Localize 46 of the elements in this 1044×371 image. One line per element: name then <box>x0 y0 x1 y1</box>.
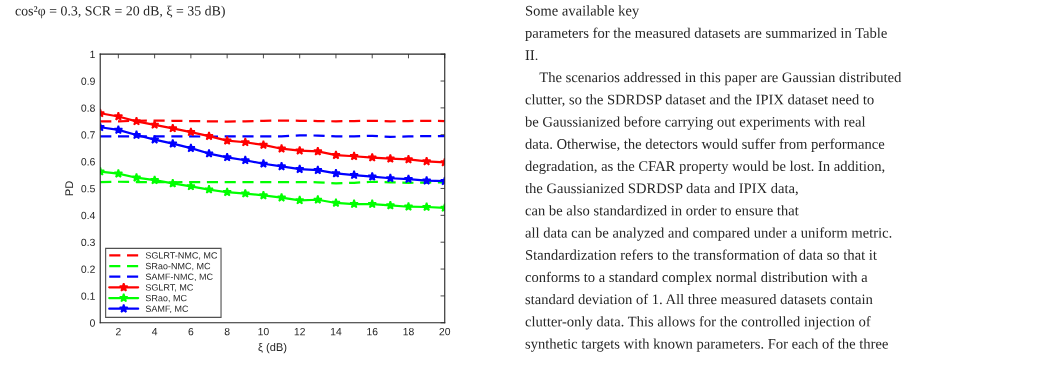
y-tick-label: 0.5 <box>81 184 95 193</box>
text: standard deviation of 1. All three measured datasets contain <box>525 293 873 305</box>
text: the Gaussianized SDRDSP data and IPIX data, <box>525 182 798 196</box>
x-tick-label: 12 <box>294 327 305 336</box>
x-tick-label: 14 <box>330 328 342 336</box>
text: parameters for the measured datasets are summarized in Table <box>525 27 887 41</box>
text: can be also standardized in order to ensure that <box>525 205 799 216</box>
legend-label: SAMF-NMC, MC <box>145 273 213 282</box>
text: data. Otherwise, the detectors would suffer from performance <box>525 138 885 152</box>
y-tick-label: 0.8 <box>81 104 95 112</box>
x-tick-label: 2 <box>115 327 121 336</box>
text: clutter, so the SDRDSP dataset and the IPIX dataset need to <box>525 94 874 107</box>
x-tick-label: 10 <box>258 327 269 336</box>
legend-label: SRao-NMC, MC <box>145 262 211 271</box>
legend-label: SGLRT, MC <box>145 284 194 292</box>
y-tick-label: 0.6 <box>81 158 95 166</box>
text: Standardization refers to the transformation of data so that it <box>525 249 877 260</box>
x-tick-label: 4 <box>151 328 158 336</box>
y-tick-label: 0.3 <box>81 238 95 247</box>
x-tick-label: 16 <box>367 327 378 336</box>
x-tick-label: 20 <box>439 327 451 336</box>
text: conforms to a standard complex normal distribution with a <box>525 271 868 286</box>
x-tick-label: 18 <box>403 327 414 336</box>
legend-label: SAMF, MC <box>145 305 189 314</box>
x-tick-label: 6 <box>188 327 194 336</box>
text: Some available key <box>525 5 640 19</box>
text: degradation, as the CFAR property would be lost. In addition, <box>525 160 885 175</box>
text: cos²φ = 0.3, SCR = 20 dB, ξ = 35 dB) <box>15 5 225 19</box>
y-tick-label: 0.7 <box>81 131 95 139</box>
legend-label: SGLRT-NMC, MC <box>145 252 218 260</box>
text: be Gaussianized before carrying out experiments with real <box>525 116 866 130</box>
legend-label: SRao, MC <box>145 294 187 303</box>
x-tick-label: 8 <box>224 327 230 336</box>
text: clutter-only data. This allows for the controlled injection of <box>525 316 871 330</box>
y-tick-label: 0.1 <box>81 292 95 300</box>
text: synthetic targets with known parameters. For each of the three <box>525 338 888 352</box>
y-tick-label: 0.4 <box>81 211 96 220</box>
x-axis-title: ξ (dB) <box>258 342 287 354</box>
text: all data can be analyzed and compared under a uniform metric. <box>525 227 892 241</box>
text: The scenarios addressed in this paper are Gaussian distributed <box>539 71 902 86</box>
y-tick-label: 0.2 <box>81 265 95 273</box>
y-tick-label: 0 <box>89 319 95 327</box>
y-tick-label: 0.9 <box>81 77 95 85</box>
y-tick-label: 1 <box>90 50 95 58</box>
y-axis-title: PD <box>65 181 74 196</box>
text: II. <box>525 50 538 61</box>
